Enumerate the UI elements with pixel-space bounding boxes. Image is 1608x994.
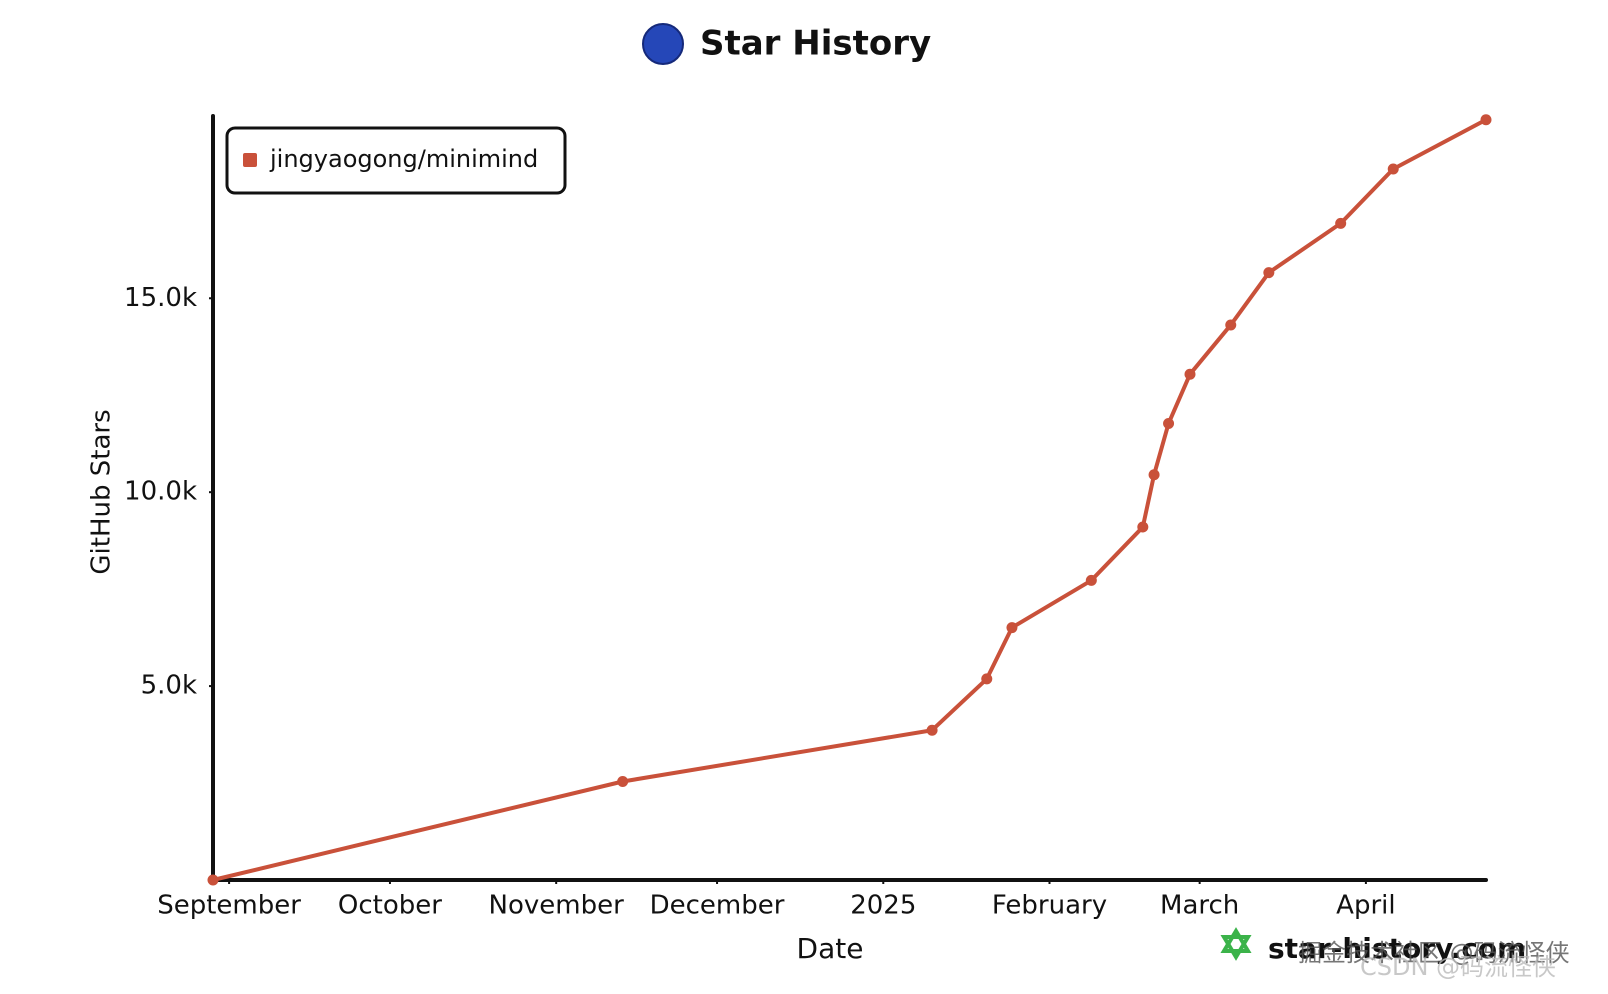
data-point — [1006, 622, 1018, 634]
data-point — [1163, 417, 1175, 429]
x-tick-label: April — [1336, 891, 1395, 921]
data-point — [207, 874, 219, 886]
y-tick-label: 10.0k — [124, 477, 197, 507]
chart-title: Star History — [700, 24, 931, 64]
data-point — [926, 724, 938, 736]
x-tick-label: September — [157, 891, 301, 921]
legend-box — [225, 126, 567, 195]
legend-marker — [243, 153, 257, 167]
legend-label: jingyaogong/minimind — [269, 145, 538, 173]
overlay-text: 掘金技术社区 @码流怪侠 — [1298, 939, 1570, 967]
data-point — [1263, 267, 1275, 279]
y-tick-label: 15.0k — [124, 283, 197, 313]
data-point — [1225, 319, 1237, 331]
watermark: star-history.com — [1268, 932, 1526, 965]
data-point — [981, 673, 993, 685]
x-tick-label: October — [338, 891, 442, 921]
star-logo — [1220, 927, 1252, 961]
repo-avatar — [642, 23, 684, 65]
data-point — [617, 775, 629, 787]
data-point — [1387, 163, 1399, 175]
x-tick-label: February — [992, 891, 1107, 921]
x-tick-label: March — [1160, 891, 1239, 921]
x-tick-label: December — [650, 891, 785, 921]
data-point — [1148, 469, 1160, 481]
data-point — [1335, 217, 1347, 229]
y-axis-label: GitHub Stars — [87, 409, 117, 574]
data-point — [1137, 521, 1149, 533]
overlay-text: CSDN @码流怪侠 — [1360, 953, 1556, 981]
y-tick-label: 5.0k — [141, 671, 197, 701]
x-axis-label: Date — [797, 932, 864, 965]
x-tick-label: November — [489, 891, 625, 921]
x-tick-label: 2025 — [850, 891, 916, 921]
data-point — [1184, 368, 1196, 380]
series-line — [211, 117, 1488, 882]
data-point — [1480, 114, 1492, 126]
data-point — [1085, 574, 1097, 586]
